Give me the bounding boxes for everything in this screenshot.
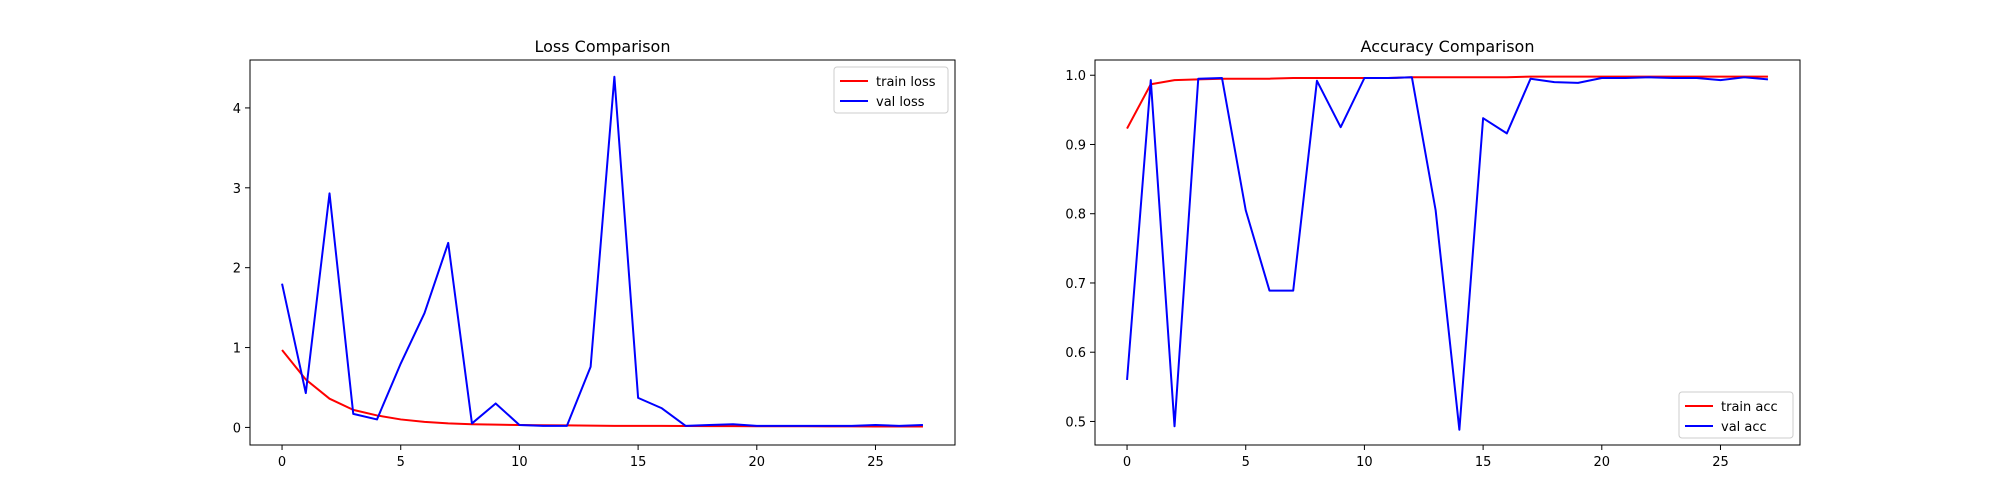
x-tick-label: 25 [867, 455, 884, 470]
x-tick-label: 5 [397, 455, 405, 470]
series-line-train-acc [1126, 75, 1768, 130]
y-tick-label: 0.9 [1065, 138, 1086, 153]
y-tick-label: 1 [233, 342, 241, 357]
y-tick-label: 3 [233, 182, 241, 197]
legend-label: train loss [876, 75, 936, 90]
series-line-val-loss [281, 75, 923, 427]
y-tick-label: 4 [233, 102, 241, 117]
x-tick-label: 5 [1242, 455, 1250, 470]
x-tick-label: 20 [749, 455, 766, 470]
x-tick-label: 15 [630, 455, 647, 470]
series-line-val-acc [1126, 76, 1769, 431]
x-tick-label: 25 [1712, 455, 1729, 470]
x-tick-label: 15 [1475, 455, 1492, 470]
plot-area: 0 5 10 15 20 25 0 1 2 3 4 [233, 75, 923, 470]
y-tick-label: 0.7 [1065, 277, 1086, 292]
x-tick-label: 0 [1123, 455, 1131, 470]
legend-label: val loss [876, 95, 925, 110]
y-tick-label: 2 [233, 262, 241, 277]
x-tick-label: 10 [1356, 455, 1373, 470]
chart-title: Loss Comparison [535, 37, 671, 56]
legend: train acc val acc [1678, 391, 1794, 439]
y-tick-label: 0.8 [1065, 208, 1086, 223]
legend-label: val acc [1721, 420, 1767, 435]
axes-frame [1094, 59, 1801, 446]
x-tick-label: 0 [278, 455, 286, 470]
loss-comparison-panel: Loss Comparison 0 5 10 15 20 25 0 1 2 3 4 train lo… [233, 37, 956, 470]
y-tick-label: 0.6 [1065, 346, 1086, 361]
y-tick-label: 0 [233, 421, 241, 436]
plot-area: 0 5 10 15 20 25 0.5 0.6 0.7 0.8 0.9 1.0 [1065, 69, 1769, 470]
chart-title: Accuracy Comparison [1361, 37, 1535, 56]
legend: train loss val loss [833, 66, 949, 114]
y-tick-label: 1.0 [1065, 69, 1086, 84]
x-tick-label: 20 [1594, 455, 1611, 470]
legend-label: train acc [1721, 400, 1778, 415]
accuracy-comparison-panel: Accuracy Comparison 0 5 10 15 20 250.50.60.70… [1065, 37, 1801, 470]
axes-frame [249, 59, 956, 446]
y-tick-label: 0.5 [1065, 415, 1086, 430]
x-tick-label: 10 [511, 455, 528, 470]
